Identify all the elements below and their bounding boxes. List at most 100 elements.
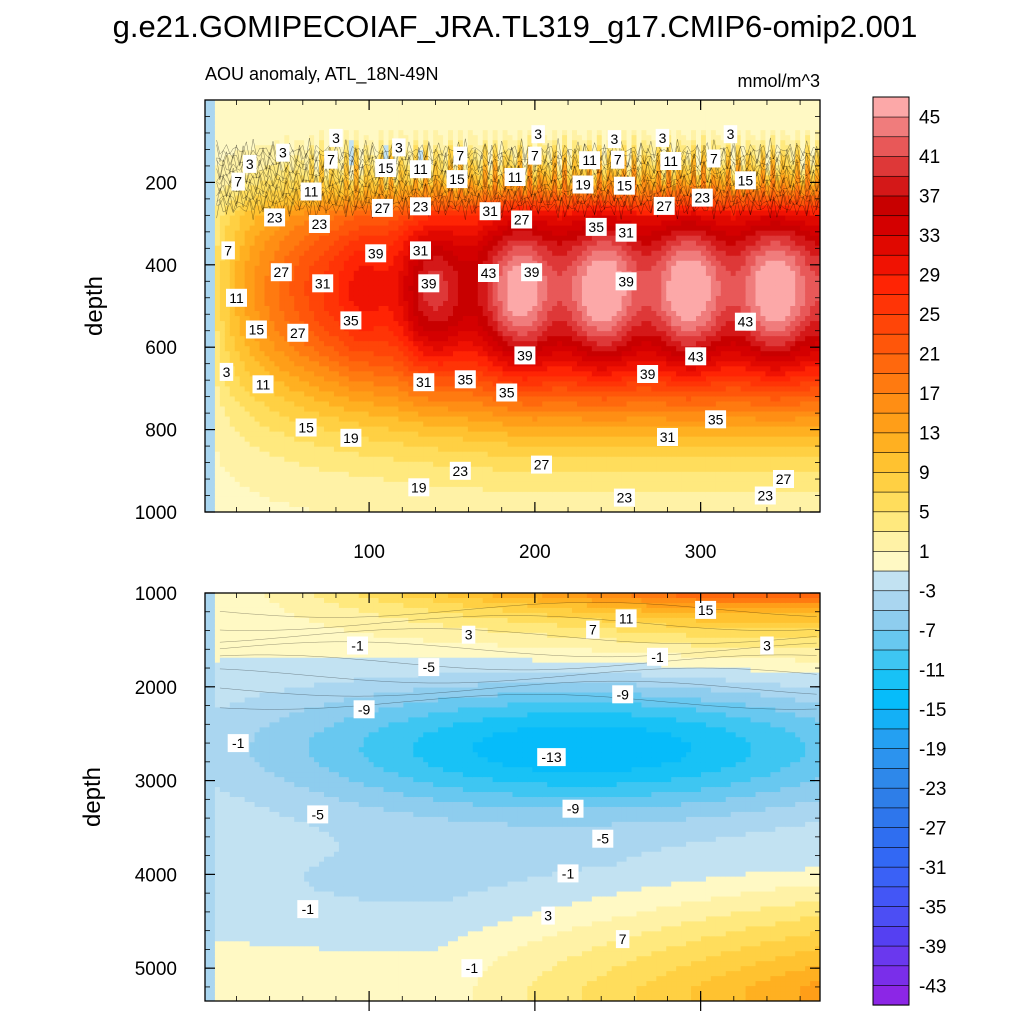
field-cell	[428, 426, 434, 433]
field-cell	[219, 306, 226, 312]
field-cell	[457, 185, 464, 192]
field-cell	[309, 160, 315, 166]
field-cell	[234, 386, 241, 393]
field-cell	[338, 466, 345, 473]
field-cell	[314, 326, 320, 332]
field-cell	[472, 486, 479, 493]
field-cell	[338, 240, 345, 247]
field-cell	[358, 351, 365, 357]
field-cell	[319, 346, 325, 352]
field-cell	[219, 110, 226, 116]
field-cell	[403, 110, 409, 116]
field-cell	[433, 351, 439, 357]
field-cell	[393, 501, 400, 508]
field-cell	[393, 436, 400, 443]
field-cell	[224, 270, 231, 277]
field-cell	[482, 245, 489, 252]
field-cell	[403, 501, 409, 508]
field-cell	[433, 295, 439, 302]
field-cell	[224, 195, 231, 202]
field-cell	[467, 481, 474, 488]
field-cell	[269, 120, 276, 126]
field-cell	[333, 401, 340, 408]
field-cell	[224, 200, 231, 207]
field-cell	[254, 195, 261, 202]
field-cell	[398, 311, 404, 317]
field-cell	[487, 306, 494, 312]
field-cell	[423, 391, 429, 398]
field-cell	[289, 376, 295, 382]
field-cell	[269, 255, 276, 262]
field-cell	[457, 411, 464, 418]
field-cell	[259, 371, 266, 377]
field-cell	[205, 366, 211, 372]
field-cell	[443, 491, 449, 498]
field-cell	[219, 451, 226, 458]
field-cell	[259, 290, 266, 297]
field-cell	[448, 300, 454, 307]
field-cell	[462, 115, 469, 121]
field-cell	[448, 416, 454, 423]
field-cell	[393, 235, 400, 242]
field-cell	[264, 441, 271, 448]
field-cell	[383, 155, 390, 161]
field-cell	[284, 466, 290, 473]
field-cell	[482, 446, 489, 453]
field-cell	[224, 170, 231, 176]
field-cell	[333, 416, 340, 423]
field-cell	[378, 391, 385, 398]
field-cell	[482, 396, 489, 403]
field-cell	[264, 225, 271, 232]
field-cell	[234, 311, 241, 317]
field-cell	[294, 391, 300, 398]
field-cell	[363, 436, 370, 443]
field-cell	[209, 150, 216, 156]
field-cell	[314, 240, 320, 247]
field-cell	[358, 120, 365, 126]
field-cell	[482, 105, 489, 111]
field-cell	[328, 100, 335, 106]
field-cell	[482, 471, 489, 478]
field-cell	[448, 421, 454, 428]
field-cell	[205, 215, 211, 222]
field-cell	[205, 170, 211, 176]
field-cell	[358, 135, 365, 141]
field-cell	[314, 441, 320, 448]
field-cell	[274, 311, 280, 317]
field-cell	[259, 456, 266, 463]
field-cell	[319, 190, 325, 197]
field-cell	[319, 371, 325, 377]
field-cell	[358, 466, 365, 473]
field-cell	[423, 311, 429, 317]
field-cell	[343, 466, 350, 473]
field-cell	[304, 451, 310, 458]
field-cell	[328, 451, 335, 458]
field-cell	[274, 506, 280, 512]
field-cell	[304, 240, 310, 247]
field-cell	[229, 110, 236, 116]
field-cell	[244, 100, 251, 106]
field-cell	[462, 210, 469, 217]
field-cell	[462, 501, 469, 508]
field-cell	[264, 230, 271, 237]
field-cell	[368, 441, 375, 448]
field-cell	[482, 300, 489, 307]
field-cell	[467, 341, 474, 347]
field-cell	[393, 311, 400, 317]
field-cell	[482, 120, 489, 126]
field-cell	[477, 190, 484, 197]
field-cell	[229, 356, 236, 362]
field-cell	[309, 316, 315, 322]
field-cell	[502, 451, 509, 458]
field-cell	[319, 265, 325, 272]
field-cell	[279, 165, 285, 171]
field-cell	[398, 100, 404, 106]
field-cell	[294, 125, 300, 131]
field-cell	[438, 461, 444, 468]
field-cell	[324, 120, 330, 126]
field-cell	[358, 215, 365, 222]
field-cell	[205, 456, 211, 463]
field-cell	[502, 205, 509, 212]
field-cell	[428, 446, 434, 453]
field-cell	[497, 476, 504, 483]
